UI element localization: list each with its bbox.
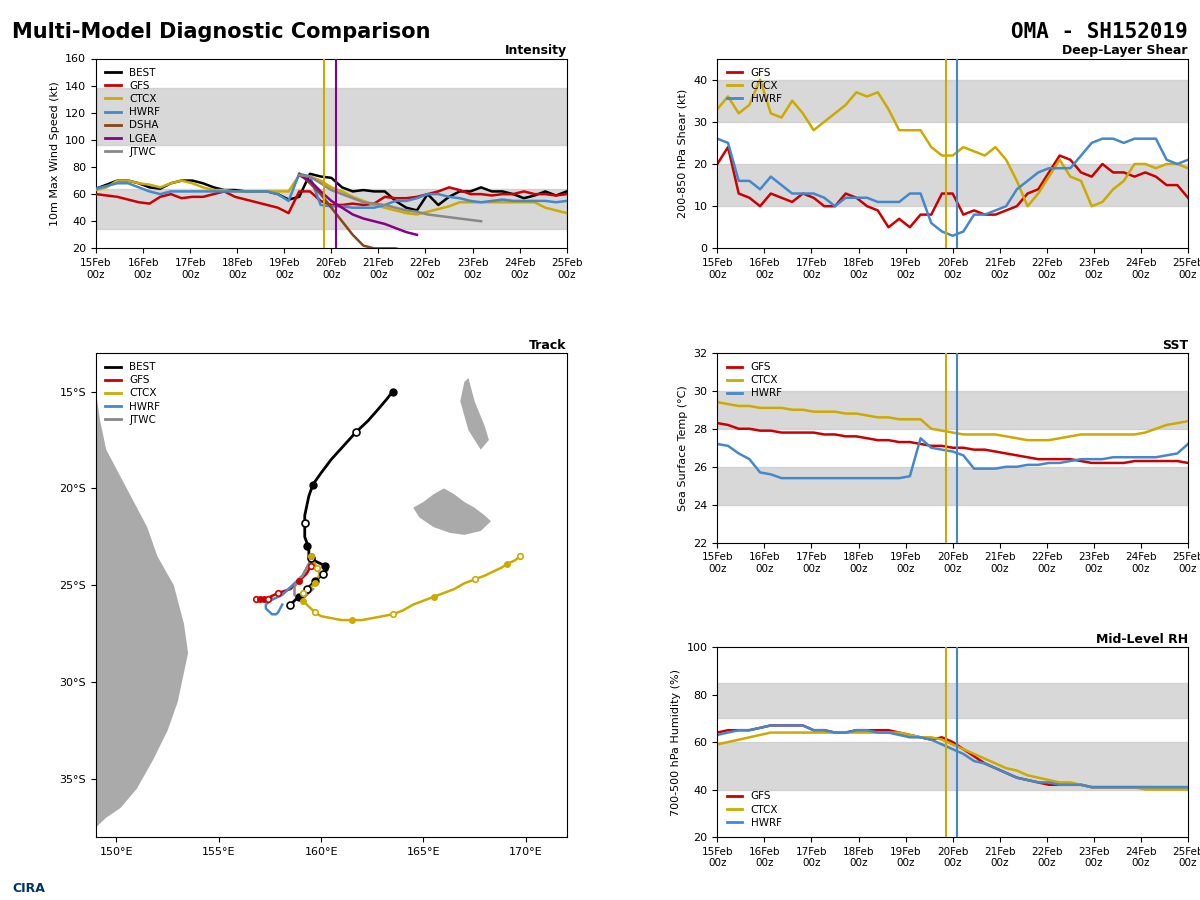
Legend: GFS, CTCX, HWRF: GFS, CTCX, HWRF: [722, 358, 786, 402]
Bar: [718, 391, 1188, 428]
Bar: [718, 683, 1188, 718]
Polygon shape: [566, 740, 700, 896]
Text: Multi-Model Diagnostic Comparison: Multi-Model Diagnostic Comparison: [12, 22, 431, 42]
Legend: GFS, CTCX, HWRF: GFS, CTCX, HWRF: [722, 788, 786, 832]
Bar: [718, 742, 1188, 789]
Bar: [718, 79, 1188, 122]
Legend: BEST, GFS, CTCX, HWRF, DSHA, LGEA, JTWC: BEST, GFS, CTCX, HWRF, DSHA, LGEA, JTWC: [101, 64, 164, 161]
Y-axis label: Sea Surface Temp (°C): Sea Surface Temp (°C): [678, 385, 688, 510]
Text: Intensity: Intensity: [504, 44, 566, 58]
Text: SST: SST: [1162, 338, 1188, 352]
Bar: [96, 88, 566, 145]
Text: OMA - SH152019: OMA - SH152019: [1012, 22, 1188, 42]
Text: Track: Track: [529, 338, 566, 352]
Text: Deep-Layer Shear: Deep-Layer Shear: [1062, 44, 1188, 58]
Legend: GFS, CTCX, HWRF: GFS, CTCX, HWRF: [722, 64, 786, 108]
Polygon shape: [461, 378, 488, 450]
Bar: [718, 467, 1188, 505]
Polygon shape: [474, 886, 618, 900]
Bar: [718, 164, 1188, 206]
Text: CIRA: CIRA: [12, 883, 44, 896]
Bar: [96, 189, 566, 230]
Polygon shape: [413, 489, 491, 535]
Text: Mid-Level RH: Mid-Level RH: [1096, 633, 1188, 646]
Y-axis label: 200-850 hPa Shear (kt): 200-850 hPa Shear (kt): [678, 89, 688, 218]
Polygon shape: [96, 392, 188, 827]
Y-axis label: 10m Max Wind Speed (kt): 10m Max Wind Speed (kt): [49, 81, 60, 226]
Y-axis label: 700-500 hPa Humidity (%): 700-500 hPa Humidity (%): [671, 669, 682, 815]
Legend: BEST, GFS, CTCX, HWRF, JTWC: BEST, GFS, CTCX, HWRF, JTWC: [101, 358, 164, 429]
